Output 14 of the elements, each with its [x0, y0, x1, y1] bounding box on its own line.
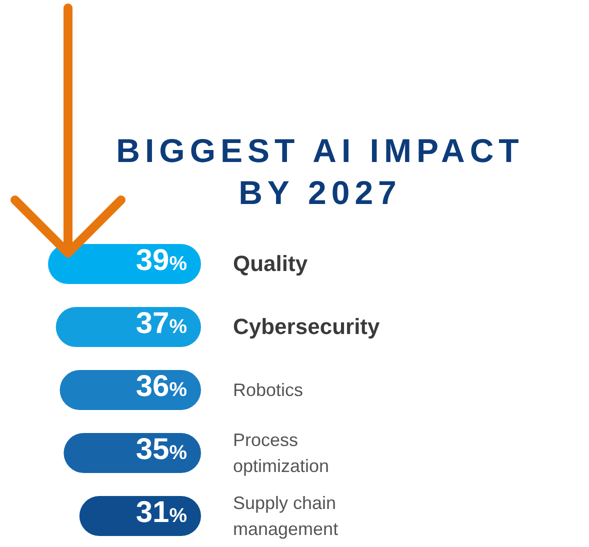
y-tick-label: Cybersecurity: [233, 314, 381, 340]
bar: [56, 307, 201, 347]
y-tick-label: Supply chain management: [233, 492, 338, 539]
y-tick-label: Quality: [233, 251, 308, 276]
y-tick-label: Process optimization: [233, 430, 330, 476]
data-label: 31%: [136, 496, 188, 529]
data-label: 37%: [136, 306, 188, 340]
y-tick-label: Robotics: [233, 380, 304, 400]
bar: [60, 370, 201, 410]
text: BIGGEST AI IMPACT BY 2027: [115, 131, 525, 213]
bar: [64, 433, 201, 473]
data-label: 36%: [136, 370, 188, 403]
data-label: 35%: [136, 432, 188, 466]
data-label: 39%: [136, 244, 188, 277]
